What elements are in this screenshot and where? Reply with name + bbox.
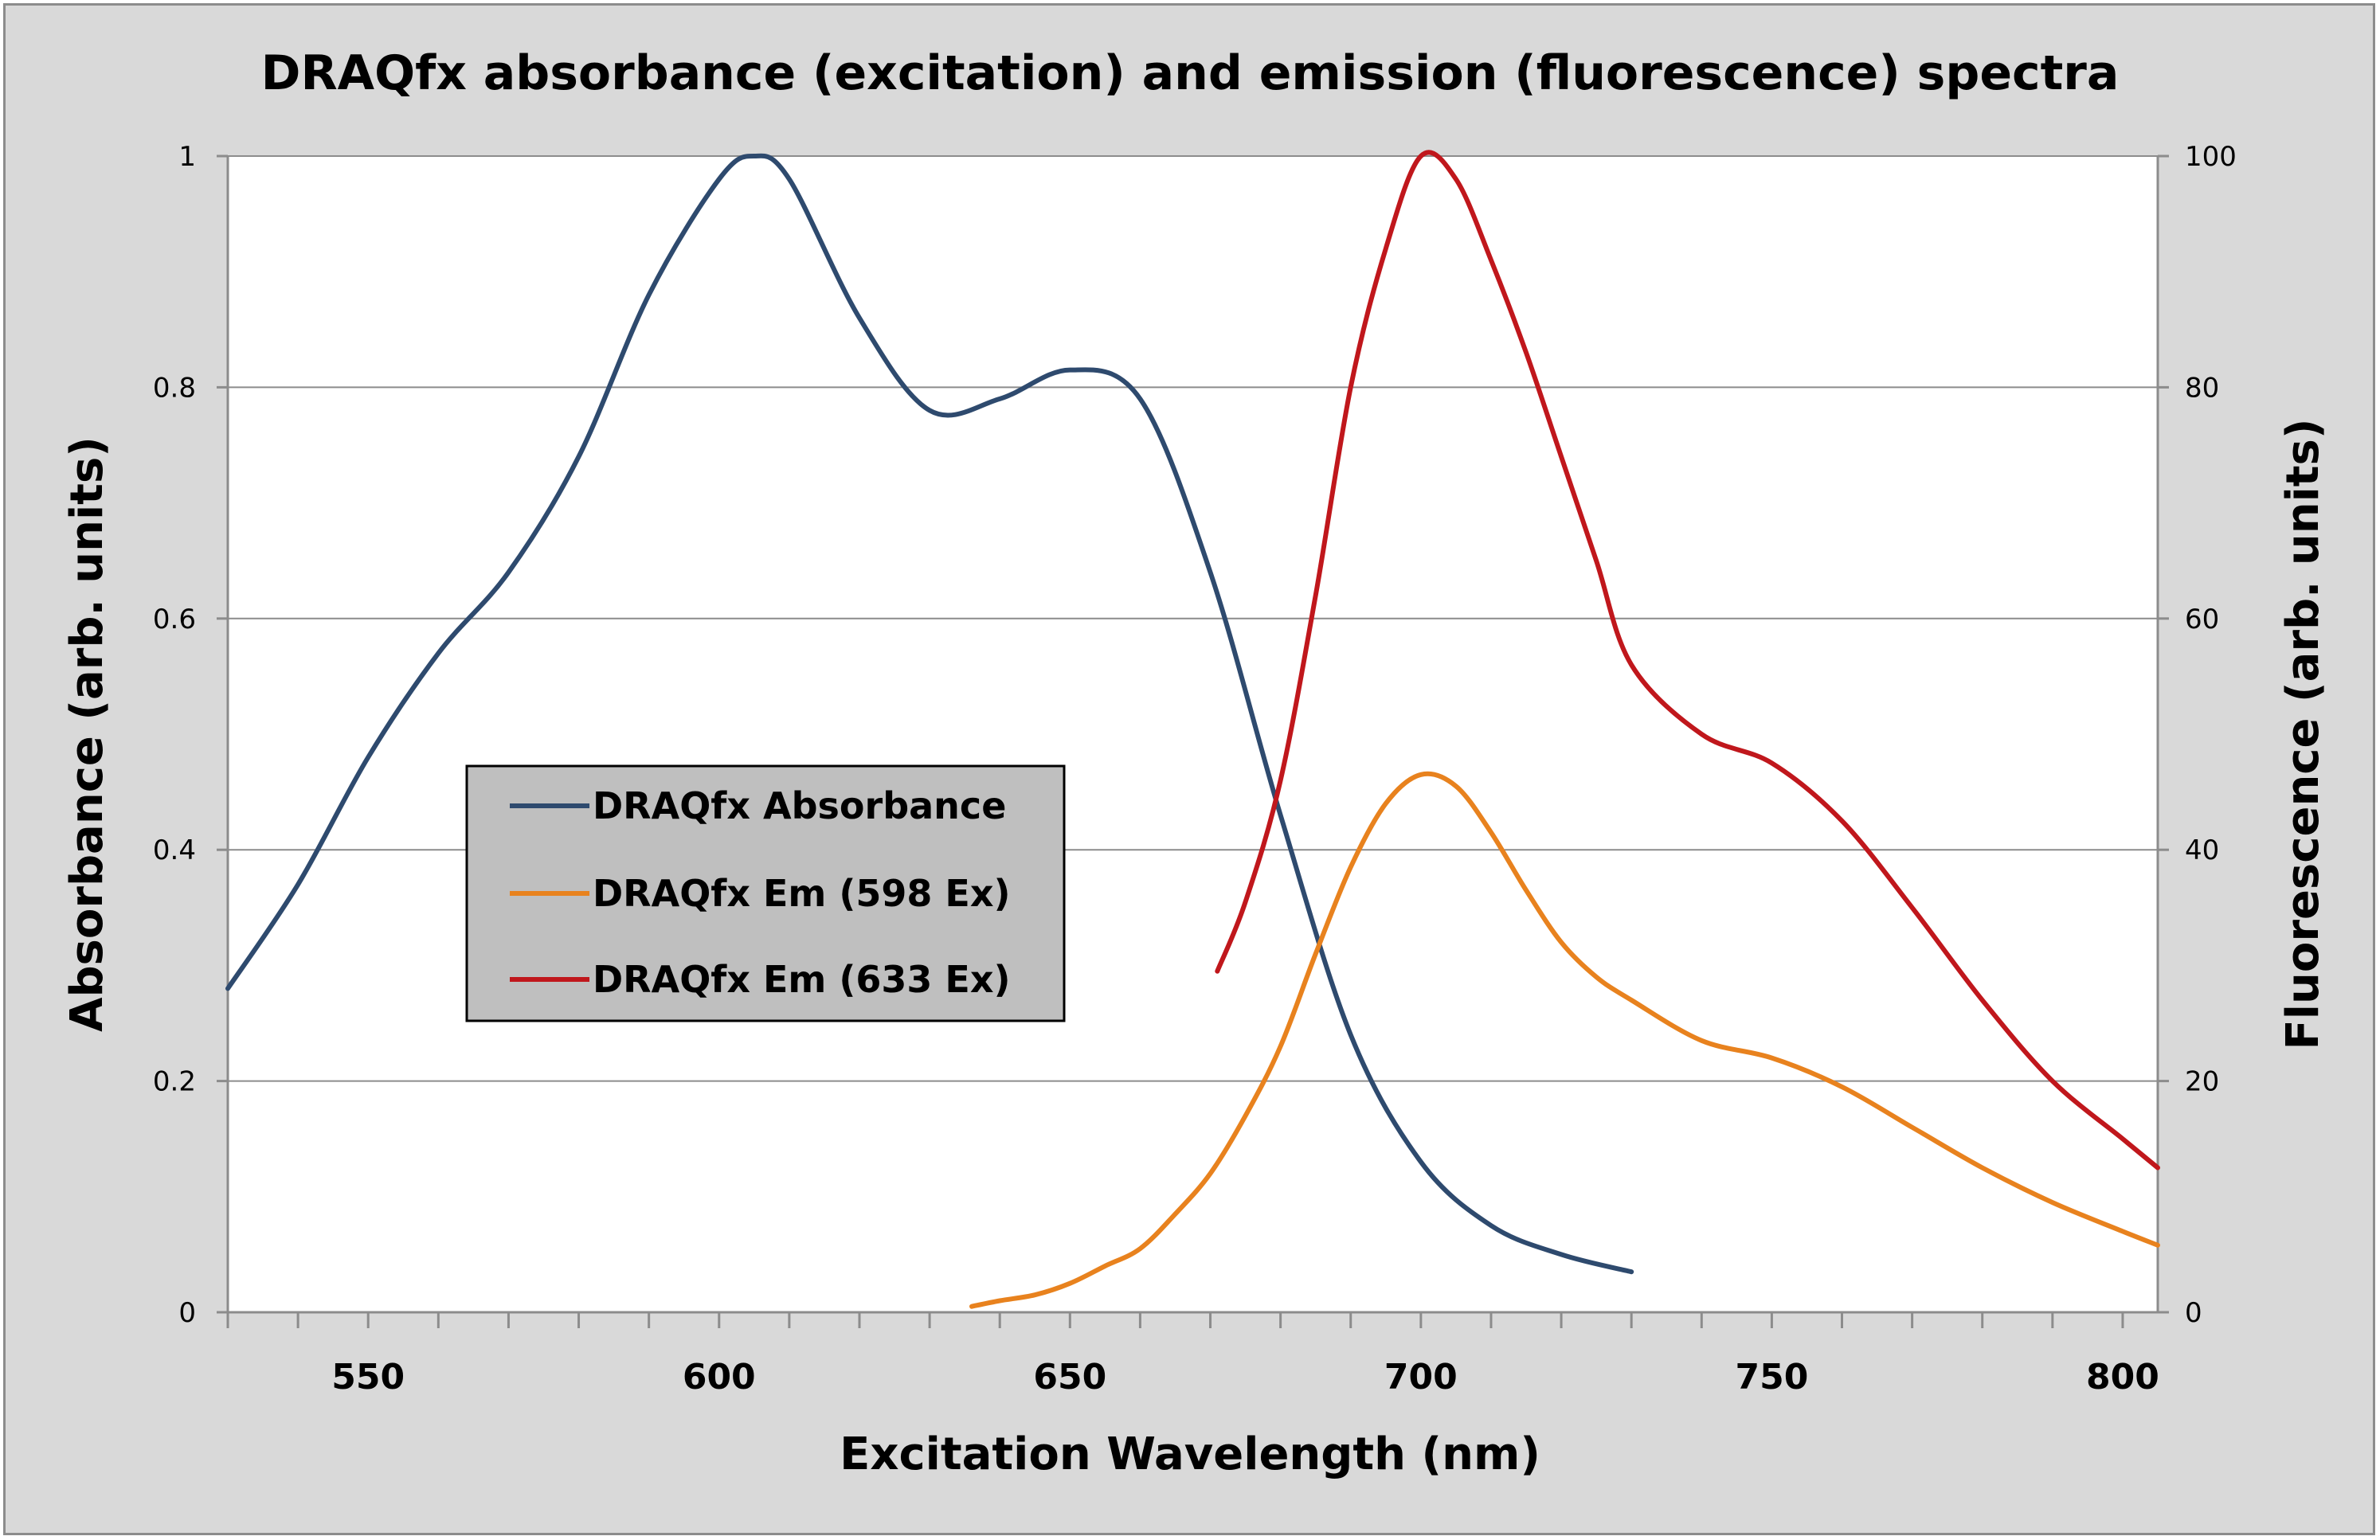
y-tick-label-5: 1: [178, 141, 196, 173]
series-em-598: [969, 771, 2160, 1309]
x-tick-label-2: 650: [1033, 1357, 1106, 1397]
x-tick-label-1: 600: [683, 1357, 756, 1397]
y2-axis-title: Fluorescence (arb. units): [2277, 419, 2329, 1050]
axes: [217, 154, 2169, 1328]
y-tick-label-4: 0.8: [153, 372, 196, 404]
legend-label-em-633: DRAQfx Em (633 Ex): [593, 958, 1011, 1001]
y2-tick-label-2: 40: [2185, 834, 2219, 866]
y-axis-title: Absorbance (arb. units): [61, 436, 113, 1032]
chart-title: DRAQfx absorbance (excitation) and emiss…: [261, 45, 2120, 101]
x-tick-label-3: 700: [1384, 1357, 1458, 1397]
y-tick-label-1: 0.2: [153, 1066, 196, 1098]
y-tick-label-2: 0.4: [153, 834, 196, 866]
plot-area: [228, 156, 2158, 1312]
legend-label-absorbance: DRAQfx Absorbance: [593, 784, 1006, 827]
series-em-633: [1215, 150, 2160, 1171]
x-tick-label-0: 550: [331, 1357, 405, 1397]
legend-label-em-598: DRAQfx Em (598 Ex): [593, 872, 1011, 915]
y2-tick-label-3: 60: [2185, 604, 2219, 635]
y2-tick-label-4: 80: [2185, 372, 2219, 404]
y2-tick-label-1: 20: [2185, 1066, 2219, 1098]
y-tick-label-0: 0: [178, 1297, 196, 1329]
x-tick-label-5: 800: [2086, 1357, 2159, 1397]
tick-labels: 550 600 650 700 750 800 0 0.2 0.4 0.6 0.8 1 0 20 40 60 8…: [153, 141, 2237, 1397]
legend: DRAQfx Absorbance DRAQfx Em (598 Ex) DRA…: [465, 764, 1066, 1022]
x-tick-label-4: 750: [1735, 1357, 1808, 1397]
series-absorbance: [225, 153, 1634, 1275]
y2-tick-label-5: 100: [2185, 141, 2237, 173]
y-tick-label-3: 0.6: [153, 604, 196, 635]
series-group: [225, 150, 2160, 1309]
x-axis-title: Excitation Wavelength (nm): [840, 1429, 1540, 1480]
y2-tick-label-0: 0: [2185, 1297, 2202, 1329]
